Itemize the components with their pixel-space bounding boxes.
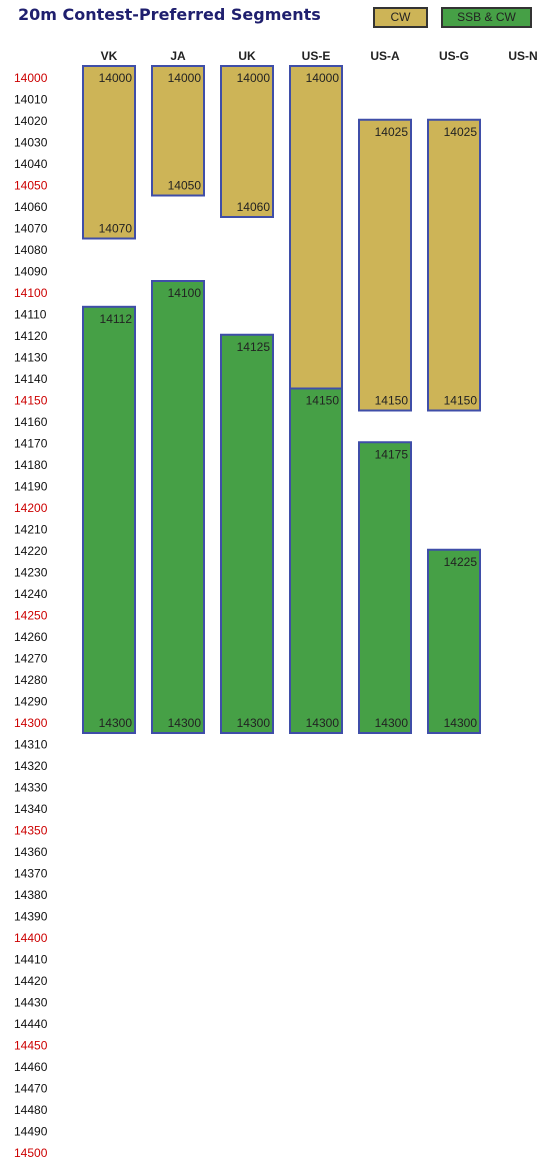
segment-start-label: 14225 <box>444 555 478 569</box>
segment-cw-us-a <box>358 118 412 412</box>
y-tick-label: 14130 <box>14 351 48 365</box>
legend-cw: CW <box>373 7 428 28</box>
y-tick-label: 14320 <box>14 759 48 773</box>
y-tick-label: 14170 <box>14 437 48 451</box>
y-tick-label: 14440 <box>14 1017 48 1031</box>
y-tick-label: 14490 <box>14 1125 48 1139</box>
y-tick-label: 14380 <box>14 888 48 902</box>
y-tick-label: 14030 <box>14 136 48 150</box>
segment-end-label: 14150 <box>444 394 478 408</box>
y-tick-label: 14500 <box>14 1146 48 1160</box>
y-tick-label: 14080 <box>14 243 48 257</box>
column-header-us-e: US-E <box>302 49 331 63</box>
segment-ssb-cw-uk <box>220 333 274 734</box>
segment-start-label: 14150 <box>306 394 340 408</box>
column-header-us-n: US-N <box>508 49 537 63</box>
segment-ssb-cw-us-a <box>358 441 412 734</box>
y-tick-label: 14060 <box>14 200 48 214</box>
y-tick-label: 14040 <box>14 157 48 171</box>
y-tick-label: 14310 <box>14 738 48 752</box>
segment-start-label: 14025 <box>375 125 409 139</box>
segment-cw-us-g <box>427 118 481 412</box>
y-tick-label: 14100 <box>14 286 48 300</box>
segment-start-label: 14025 <box>444 125 478 139</box>
segment-start-label: 14125 <box>237 340 271 354</box>
y-tick-label: 14240 <box>14 587 48 601</box>
y-tick-label: 14010 <box>14 93 48 107</box>
y-tick-label: 14220 <box>14 544 48 558</box>
segment-ssb-cw-us-g <box>427 548 481 734</box>
y-tick-label: 14200 <box>14 501 48 515</box>
y-tick-label: 14110 <box>14 308 47 322</box>
column-header-us-g: US-G <box>439 49 469 63</box>
y-tick-label: 14120 <box>14 329 48 343</box>
segment-start-label: 14000 <box>306 71 340 85</box>
segment-cw-vk <box>82 65 136 240</box>
segment-end-label: 14300 <box>168 716 202 730</box>
y-tick-label: 14260 <box>14 630 48 644</box>
y-tick-label: 14180 <box>14 458 48 472</box>
y-tick-label: 14160 <box>14 415 48 429</box>
y-tick-label: 14360 <box>14 845 48 859</box>
segment-ssb-cw-ja <box>151 280 205 734</box>
segment-start-label: 14112 <box>100 312 133 326</box>
segment-cw-uk <box>220 65 274 218</box>
segment-end-label: 14050 <box>168 179 202 193</box>
y-tick-label: 14330 <box>14 781 48 795</box>
segment-end-label: 14300 <box>306 716 340 730</box>
segment-end-label: 14300 <box>375 716 409 730</box>
y-tick-label: 14050 <box>14 179 48 193</box>
legend-ssb-cw: SSB & CW <box>441 7 532 28</box>
y-tick-label: 14480 <box>14 1103 48 1117</box>
segment-start-label: 14000 <box>99 71 133 85</box>
y-tick-label: 14390 <box>14 910 48 924</box>
y-tick-label: 14290 <box>14 695 48 709</box>
legend-ssb-cw-label: SSB & CW <box>457 10 516 24</box>
y-tick-label: 14370 <box>14 867 48 881</box>
y-tick-label: 14250 <box>14 609 48 623</box>
segment-start-label: 14000 <box>237 71 271 85</box>
segment-cw-us-e <box>289 65 343 412</box>
y-tick-label: 14270 <box>14 652 48 666</box>
column-header-ja: JA <box>170 49 186 63</box>
y-tick-label: 14230 <box>14 566 48 580</box>
segment-end-label: 14300 <box>444 716 478 730</box>
y-tick-label: 14340 <box>14 802 48 816</box>
segment-end-label: 14070 <box>99 222 133 236</box>
y-tick-label: 14020 <box>14 114 48 128</box>
segment-start-label: 14000 <box>168 71 202 85</box>
y-tick-label: 14430 <box>14 996 48 1010</box>
y-tick-label: 14420 <box>14 974 48 988</box>
segment-end-label: 14300 <box>99 716 133 730</box>
segment-cw-ja <box>151 65 205 197</box>
legend-cw-label: CW <box>390 10 411 24</box>
y-tick-label: 14190 <box>14 480 48 494</box>
y-tick-label: 14400 <box>14 931 48 945</box>
column-header-vk: VK <box>101 49 118 63</box>
segment-end-label: 14150 <box>375 394 409 408</box>
y-tick-label: 14300 <box>14 716 48 730</box>
y-tick-label: 14070 <box>14 222 48 236</box>
chart-title: 20m Contest-Preferred Segments <box>18 5 321 24</box>
segment-start-label: 14175 <box>375 447 409 461</box>
y-tick-label: 14000 <box>14 71 48 85</box>
y-tick-label: 14210 <box>14 523 48 537</box>
column-header-uk: UK <box>238 49 256 63</box>
y-tick-label: 14410 <box>14 953 48 967</box>
column-header-us-a: US-A <box>370 49 400 63</box>
segment-end-label: 14300 <box>237 716 271 730</box>
segment-start-label: 14100 <box>168 286 202 300</box>
segment-ssb-cw-us-e <box>289 387 343 734</box>
y-tick-label: 14280 <box>14 673 48 687</box>
y-tick-label: 14450 <box>14 1039 48 1053</box>
y-tick-label: 14140 <box>14 372 48 386</box>
segment-end-label: 14060 <box>237 200 271 214</box>
y-tick-label: 14470 <box>14 1082 48 1096</box>
y-tick-label: 14150 <box>14 394 48 408</box>
segment-ssb-cw-vk <box>82 305 136 734</box>
y-tick-label: 14090 <box>14 265 48 279</box>
y-tick-label: 14460 <box>14 1060 48 1074</box>
y-tick-label: 14350 <box>14 824 48 838</box>
